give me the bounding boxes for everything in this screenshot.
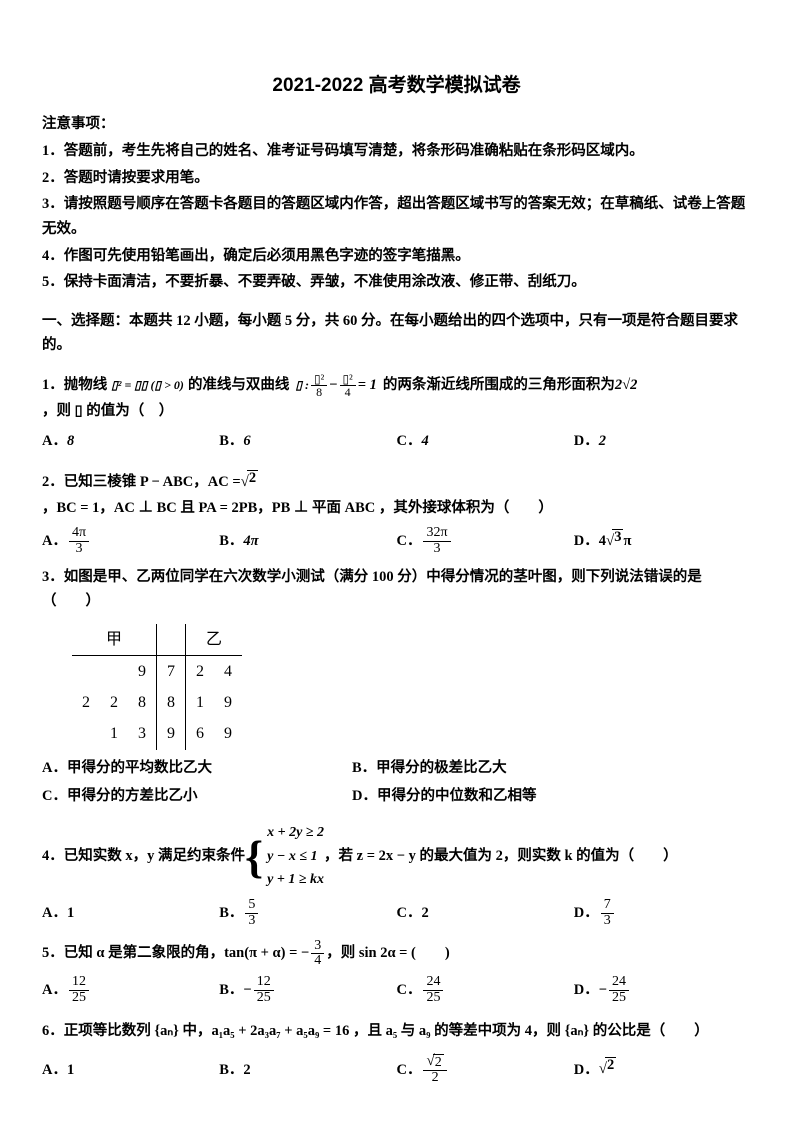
section-1-lead: 一、选择题：本题共 12 小题，每小题 5 分，共 60 分。在每小题给出的四个…: [42, 309, 751, 358]
question-3: 3．如图是甲、乙两位同学在六次数学小测试（满分 100 分）中得分情况的茎叶图，…: [42, 565, 751, 614]
stemleaf-row: 13 9 69: [72, 718, 242, 749]
q3-opt-d: D．甲得分的中位数和乙相等: [352, 784, 662, 809]
instructions-head: 注意事项：: [42, 112, 751, 137]
q1-area: 2√2: [615, 373, 637, 398]
q3-opt-b: B．甲得分的极差比乙大: [352, 756, 662, 781]
q1-mid2: 的两条渐近线所围成的三角形面积为: [383, 373, 615, 398]
q4-pre: 4．已知实数 x，y 满足约束条件: [42, 844, 245, 869]
q6-options: A．1 B．2 C． 22 D．2: [42, 1054, 751, 1086]
question-5: 5．已知 α 是第二象限的角，tan(π + α) = − 34 ，则 sin …: [42, 939, 751, 969]
stemleaf-row: 228 8 19: [72, 687, 242, 718]
question-1: 1．抛物线 ▯² = ▯▯ (▯ > 0) 的准线与双曲线 ▯ : ▯²8 − …: [42, 373, 751, 424]
q4-mid: ，若 z = 2x − y 的最大值为 2，则实数 k 的值为（ ）: [324, 844, 678, 869]
exam-page: 2021-2022 高考数学模拟试卷 注意事项： 1．答题前，考生先将自己的姓名…: [0, 0, 793, 1116]
page-title: 2021-2022 高考数学模拟试卷: [42, 70, 751, 102]
q1-mid3: ，则 ▯ 的值为（ ）: [42, 399, 173, 424]
q1-parabola: ▯² = ▯▯ (▯ > 0): [111, 375, 184, 395]
q1-pre: 1．抛物线: [42, 373, 107, 398]
question-4: 4．已知实数 x，y 满足约束条件 { x + 2y ≥ 2 y − x ≤ 1…: [42, 821, 751, 892]
q2-text-a: 2．已知三棱锥 P − ABC，AC =: [42, 470, 241, 495]
instruction-line: 1．答题前，考生先将自己的姓名、准考证号码填写清楚，将条形码准确粘贴在条形码区域…: [42, 139, 751, 164]
q3-options: A．甲得分的平均数比乙大 B．甲得分的极差比乙大 C．甲得分的方差比乙小 D．甲…: [42, 756, 751, 813]
q2-options: A． 4π3 B．4π C． 32π3 D．43π: [42, 526, 751, 556]
q6-text: 6．正项等比数列 {aₙ} 中，a₁a₅ + 2a₃a₇ + a₅a₉ = 16…: [42, 1019, 709, 1044]
q2-text-b: ，BC = 1，AC ⊥ BC 且 PA = 2PB，PB ⊥ 平面 ABC ，…: [42, 496, 553, 521]
q3-text: 3．如图是甲、乙两位同学在六次数学小测试（满分 100 分）中得分情况的茎叶图，…: [42, 565, 751, 614]
question-2: 2．已知三棱锥 P − ABC，AC = 2 ，BC = 1，AC ⊥ BC 且…: [42, 470, 751, 520]
q1-hyp-label: ▯ :: [295, 375, 309, 395]
q5-pre: 5．已知 α 是第二象限的角，tan(π + α) = −: [42, 941, 309, 966]
instructions-block: 注意事项： 1．答题前，考生先将自己的姓名、准考证号码填写清楚，将条形码准确粘贴…: [42, 112, 751, 294]
q1-mid1: 的准线与双曲线: [188, 373, 290, 398]
instruction-line: 4．作图可先使用铅笔画出，确定后必须用黑色字迹的签字笔描黑。: [42, 244, 751, 269]
q5-mid: ，则 sin 2α = ( ): [326, 941, 450, 966]
q4-system: { x + 2y ≥ 2 y − x ≤ 1 y + 1 ≥ kx: [245, 821, 324, 892]
instruction-line: 3．请按照题号顺序在答题卡各题目的答题区域内作答，超出答题区域书写的答案无效；在…: [42, 192, 751, 241]
question-6: 6．正项等比数列 {aₙ} 中，a₁a₅ + 2a₃a₇ + a₅a₉ = 16…: [42, 1019, 751, 1044]
stem-leaf-plot: 甲 乙 9 7 24 228 8 19 13 9 69: [72, 624, 242, 750]
instruction-line: 5．保持卡面清洁，不要折暴、不要弄破、弄皱，不准使用涂改液、修正带、刮纸刀。: [42, 270, 751, 295]
q3-opt-a: A．甲得分的平均数比乙大: [42, 756, 352, 781]
q5-options: A． 1225 B．− 1225 C． 2425 D．− 2425: [42, 975, 751, 1005]
q4-options: A．1 B． 53 C．2 D． 73: [42, 898, 751, 928]
q1-options: A．8 B．6 C．4 D．2: [42, 429, 751, 454]
q3-opt-c: C．甲得分的方差比乙小: [42, 784, 352, 809]
instruction-line: 2．答题时请按要求用笔。: [42, 166, 751, 191]
stemleaf-row: 9 7 24: [72, 656, 242, 688]
